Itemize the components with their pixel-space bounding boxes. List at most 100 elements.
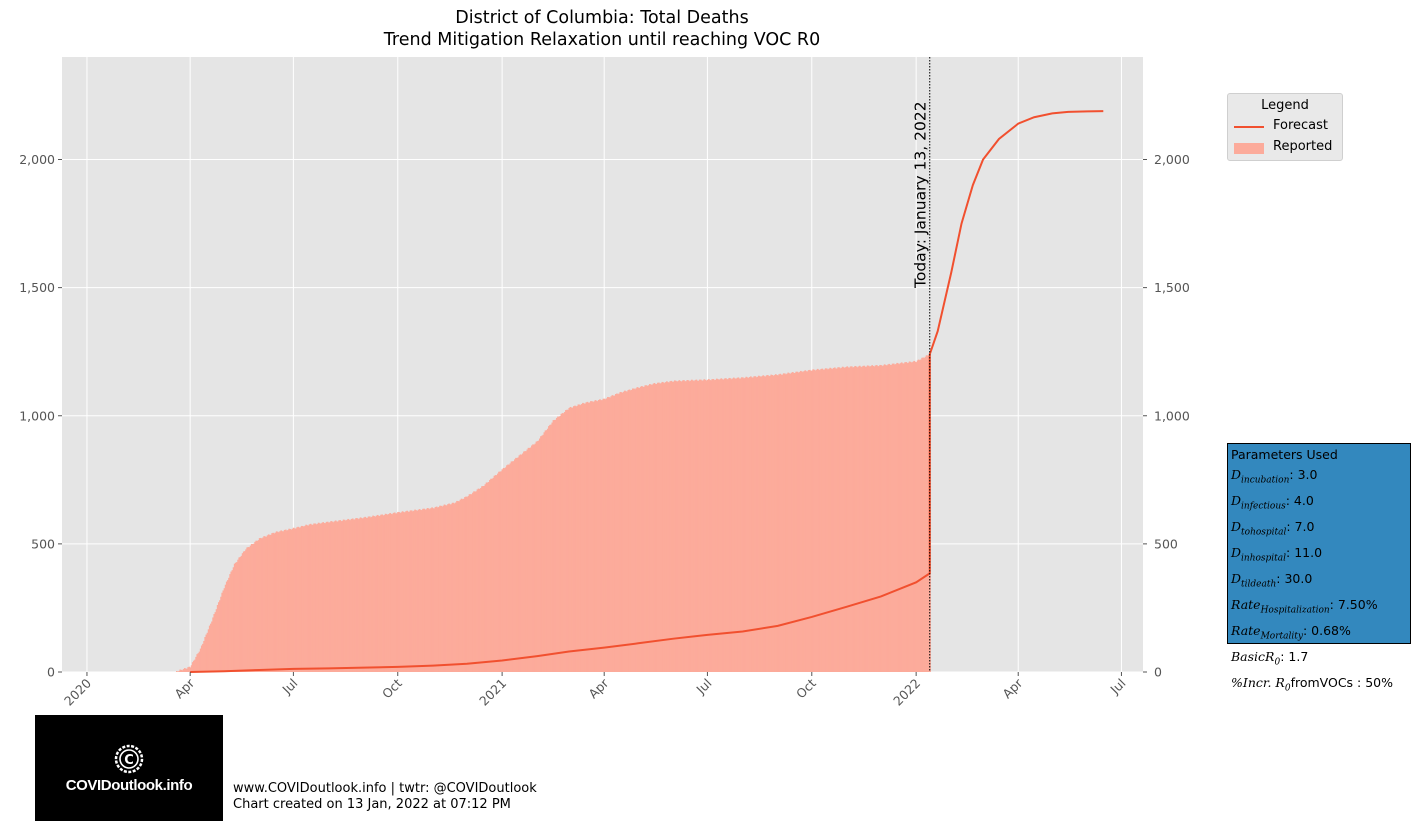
- y-tick-label-left: 500: [31, 536, 55, 551]
- parameter-base: Rate: [1231, 597, 1261, 613]
- reported-bar: [583, 403, 585, 672]
- reported-bar: [200, 645, 203, 672]
- reported-bar: [258, 538, 261, 672]
- parameter-sub: Hospitalization: [1260, 605, 1330, 616]
- reported-bar: [620, 392, 623, 672]
- reported-bar: [286, 530, 288, 672]
- reported-bar: [756, 376, 759, 672]
- reported-bar: [438, 507, 440, 672]
- reported-bar: [533, 444, 536, 672]
- reported-bar: [342, 519, 345, 672]
- reported-bar: [398, 512, 401, 672]
- reported-bar: [823, 369, 826, 672]
- reported-bar: [396, 513, 398, 672]
- reported-bar: [791, 372, 794, 672]
- reported-bar: [392, 512, 395, 672]
- reported-bar: [432, 508, 435, 672]
- reported-bar: [901, 363, 904, 672]
- reported-bar: [366, 517, 369, 672]
- reported-bar: [785, 374, 787, 672]
- reported-bar: [863, 365, 866, 672]
- reported-bar: [847, 367, 850, 672]
- reported-bar: [814, 370, 817, 672]
- reported-bar: [190, 665, 193, 672]
- reported-bar: [856, 367, 859, 672]
- today-label: Today: January 13, 2022: [912, 101, 930, 289]
- reported-bar: [442, 505, 445, 672]
- reported-bar: [282, 531, 285, 672]
- reported-bar: [728, 377, 731, 672]
- reported-bar: [322, 522, 325, 672]
- reported-bar: [358, 518, 361, 672]
- reported-bar: [306, 525, 309, 672]
- reported-bar: [548, 426, 550, 672]
- parameter-value: fromVOCs : 50%: [1290, 675, 1394, 691]
- reported-bar: [335, 521, 338, 672]
- reported-bar: [656, 382, 659, 672]
- reported-bar: [558, 416, 560, 672]
- reported-bar: [561, 413, 564, 672]
- reported-bar: [521, 453, 524, 672]
- reported-bar: [299, 527, 302, 672]
- reported-bar: [707, 379, 710, 672]
- reported-bar: [280, 530, 283, 672]
- reported-bar: [305, 524, 308, 672]
- reported-bar: [900, 362, 903, 672]
- reported-bar: [845, 366, 847, 672]
- reported-bar: [717, 379, 719, 672]
- reported-bar: [813, 369, 816, 672]
- reported-bar: [330, 521, 332, 672]
- reported-bar: [389, 513, 391, 672]
- reported-bar: [704, 379, 707, 672]
- reported-bar: [543, 432, 546, 672]
- legend-swatch-forecast: [1234, 126, 1264, 128]
- reported-bar: [234, 562, 237, 672]
- reported-bar: [206, 632, 209, 672]
- reported-bar: [329, 522, 331, 672]
- reported-bar: [202, 643, 204, 672]
- reported-bar: [770, 374, 773, 672]
- reported-bar: [288, 528, 291, 672]
- reported-bar: [700, 379, 702, 672]
- reported-bar: [578, 404, 581, 672]
- reported-bar: [647, 385, 650, 672]
- reported-bar: [861, 367, 863, 672]
- reported-bar: [697, 380, 700, 672]
- reported-bar: [692, 380, 694, 672]
- reported-bar: [489, 479, 491, 672]
- reported-bar: [907, 362, 910, 672]
- reported-bar: [394, 513, 397, 672]
- reported-bar: [870, 366, 872, 672]
- reported-bar: [468, 494, 471, 672]
- reported-bar: [491, 478, 494, 672]
- reported-bar: [253, 543, 255, 672]
- reported-bar: [385, 514, 388, 672]
- reported-bar: [537, 440, 540, 672]
- reported-bar: [531, 445, 533, 672]
- reported-bar: [189, 667, 192, 672]
- reported-bar: [703, 379, 706, 672]
- reported-bar: [660, 383, 663, 672]
- reported-bar: [473, 491, 475, 672]
- reported-bar: [631, 388, 634, 672]
- reported-bar: [270, 534, 272, 672]
- reported-bar: [204, 636, 207, 672]
- reported-bar: [374, 516, 377, 672]
- reported-bar: [841, 366, 844, 672]
- reported-bar: [287, 530, 289, 672]
- reported-bar: [495, 475, 498, 672]
- reported-bar: [709, 380, 711, 672]
- x-tick-label: Jul: [693, 676, 715, 698]
- reported-bar: [920, 359, 922, 672]
- reported-bar: [315, 524, 318, 672]
- reported-bar: [443, 504, 446, 672]
- reported-bar: [916, 360, 919, 672]
- reported-bar: [686, 380, 689, 672]
- reported-bar: [449, 504, 452, 672]
- reported-bar: [542, 434, 545, 672]
- reported-bar: [333, 521, 336, 672]
- reported-bar: [597, 399, 600, 672]
- reported-bar: [695, 379, 698, 672]
- reported-bar: [815, 369, 818, 672]
- reported-bar: [616, 393, 618, 672]
